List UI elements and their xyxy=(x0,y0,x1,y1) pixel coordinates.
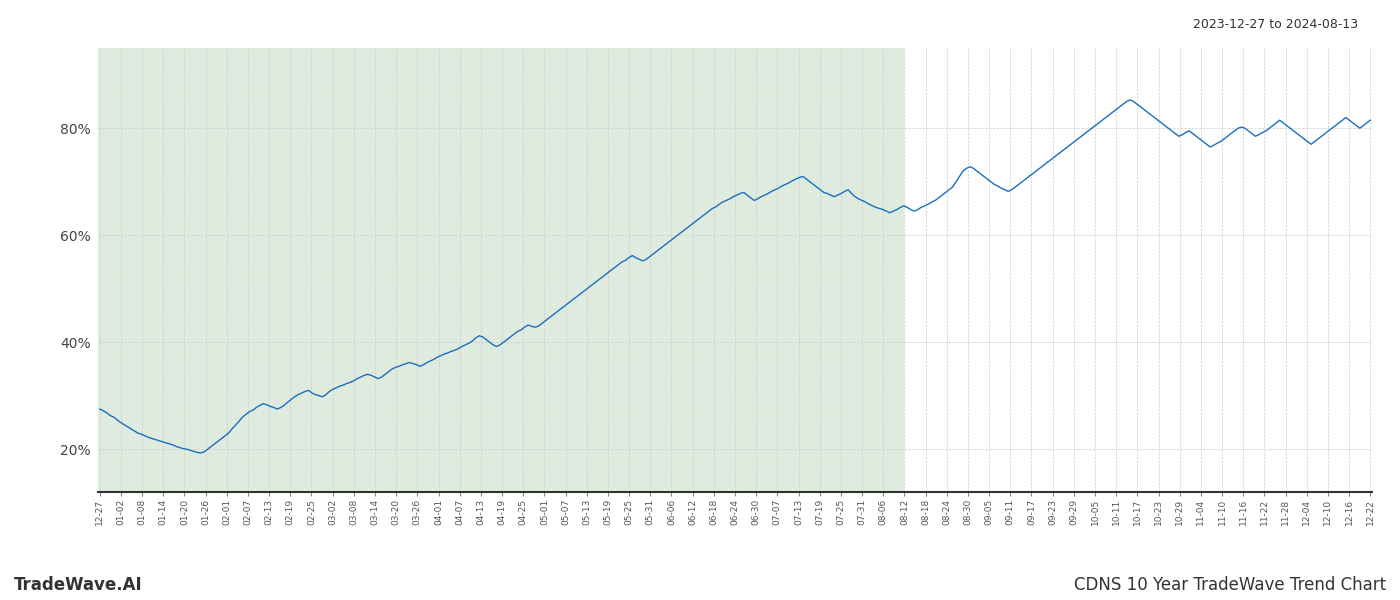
Text: 2023-12-27 to 2024-08-13: 2023-12-27 to 2024-08-13 xyxy=(1193,18,1358,31)
Text: CDNS 10 Year TradeWave Trend Chart: CDNS 10 Year TradeWave Trend Chart xyxy=(1074,576,1386,594)
Bar xyxy=(98,48,904,492)
Text: TradeWave.AI: TradeWave.AI xyxy=(14,576,143,594)
